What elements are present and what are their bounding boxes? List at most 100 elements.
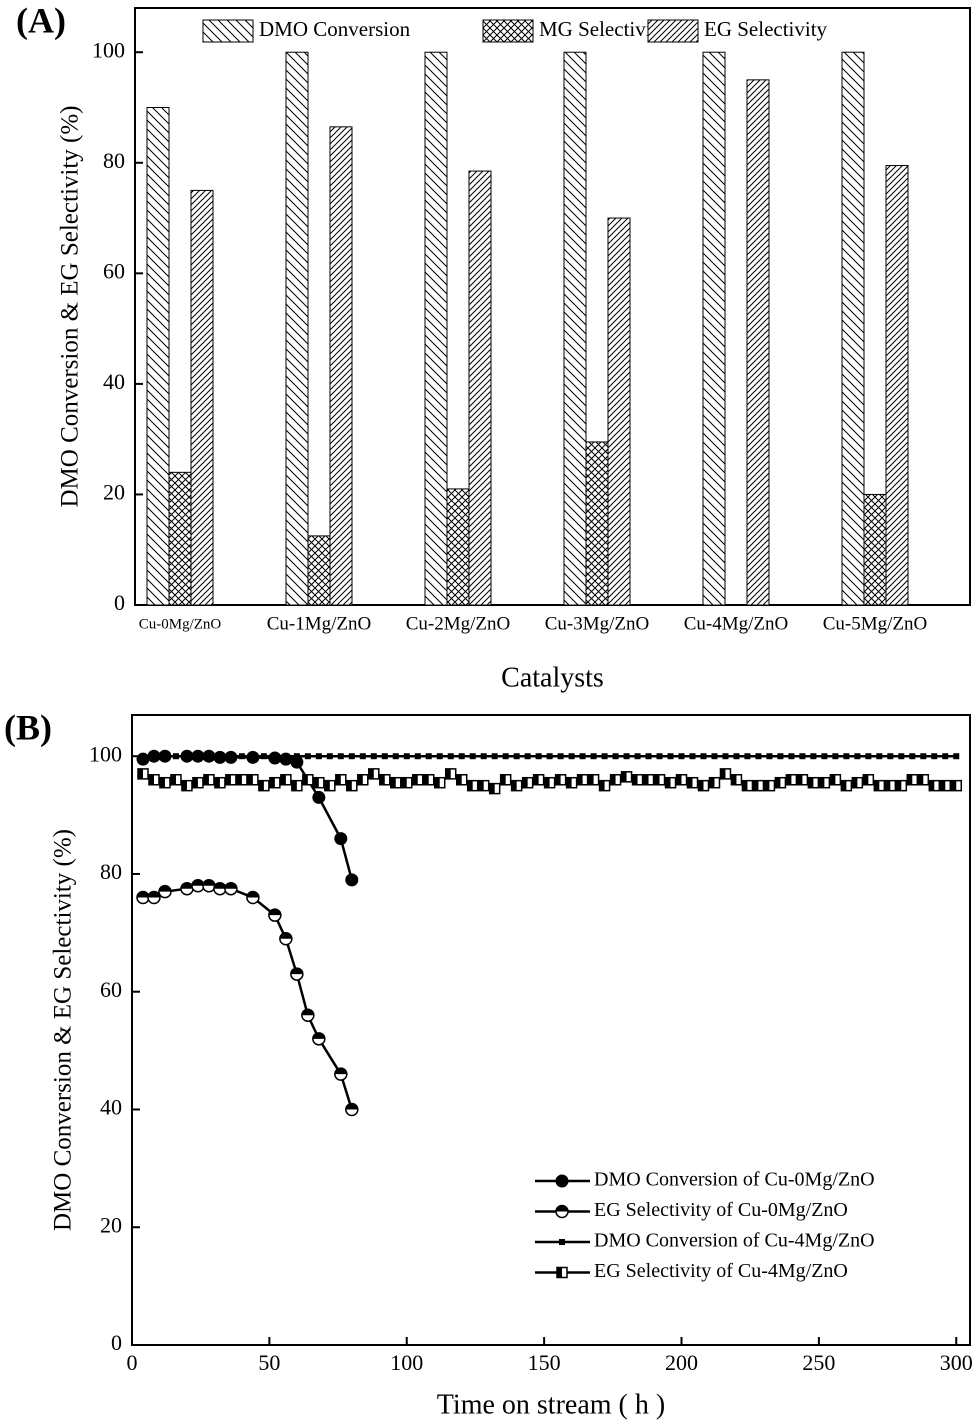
series-line xyxy=(142,884,353,1110)
marker-shape xyxy=(381,753,388,760)
x-tick-label: Cu-4Mg/ZnO xyxy=(684,613,789,634)
x-axis-label: Catalysts xyxy=(501,662,604,693)
marker-shape xyxy=(909,753,916,760)
marker-shape xyxy=(513,753,520,760)
point xyxy=(700,753,707,760)
marker-shape xyxy=(557,753,564,760)
marker-shape xyxy=(345,1103,358,1110)
legend-label: DMO Conversion of Cu-4Mg/ZnO xyxy=(594,1230,875,1252)
marker-shape xyxy=(731,774,737,785)
point xyxy=(337,753,344,760)
marker-shape xyxy=(247,774,253,785)
marker-shape xyxy=(775,777,781,788)
point xyxy=(535,753,542,760)
bar xyxy=(168,471,192,606)
point xyxy=(390,776,402,789)
marker-shape xyxy=(566,777,572,788)
point xyxy=(576,774,589,786)
point xyxy=(183,753,190,760)
point xyxy=(752,779,765,792)
marker-shape xyxy=(279,932,292,939)
marker-shape xyxy=(612,753,619,760)
point xyxy=(359,753,366,760)
point xyxy=(843,753,850,760)
marker-shape xyxy=(832,753,839,760)
point xyxy=(403,753,410,760)
marker-shape xyxy=(557,1267,562,1278)
bar xyxy=(863,493,887,606)
marker-shape xyxy=(312,790,326,804)
marker-shape xyxy=(290,968,303,975)
marker-shape xyxy=(874,780,880,791)
marker-shape xyxy=(456,774,462,785)
point xyxy=(301,1008,315,1023)
marker-shape xyxy=(334,1068,347,1075)
point xyxy=(147,890,161,905)
point xyxy=(741,779,754,792)
marker-shape xyxy=(202,879,215,886)
marker-shape xyxy=(480,753,487,760)
marker-shape xyxy=(392,753,399,760)
marker-shape xyxy=(744,753,751,760)
point xyxy=(623,753,630,760)
marker-shape xyxy=(931,753,938,760)
marker-shape xyxy=(379,774,385,785)
point xyxy=(137,768,149,780)
point xyxy=(480,753,487,760)
marker-shape xyxy=(348,753,355,760)
y-tick-label: 60 xyxy=(103,258,125,283)
marker-shape xyxy=(777,753,784,760)
marker-shape xyxy=(821,753,828,760)
point xyxy=(258,779,270,792)
point xyxy=(370,753,377,760)
point xyxy=(150,753,157,760)
legend-label: DMO Conversion xyxy=(259,17,411,41)
point xyxy=(357,774,369,786)
marker-shape xyxy=(623,753,630,760)
marker-shape xyxy=(269,777,275,788)
marker-shape xyxy=(676,774,682,785)
point xyxy=(555,1204,569,1219)
x-tick-label: Cu-2Mg/ZnO xyxy=(406,613,511,634)
marker-shape xyxy=(359,753,366,760)
x-tick-label: 50 xyxy=(258,1350,280,1375)
marker-shape xyxy=(458,753,465,760)
x-tick-label: 0 xyxy=(127,1350,138,1375)
point xyxy=(458,753,465,760)
point xyxy=(477,779,490,792)
point xyxy=(532,774,545,786)
point xyxy=(917,774,930,786)
marker-shape xyxy=(579,753,586,760)
point xyxy=(291,779,303,792)
marker-shape xyxy=(139,753,146,760)
marker-shape xyxy=(755,753,762,760)
marker-shape xyxy=(227,753,234,760)
marker-shape xyxy=(191,879,204,886)
point xyxy=(840,779,853,792)
point xyxy=(565,776,578,789)
point xyxy=(829,774,842,786)
point xyxy=(851,776,864,789)
bar xyxy=(307,535,331,606)
marker-shape xyxy=(885,780,891,791)
point xyxy=(950,779,963,792)
marker-shape xyxy=(192,777,198,788)
marker-shape xyxy=(753,780,759,791)
point xyxy=(667,753,674,760)
marker-shape xyxy=(863,774,869,785)
marker-shape xyxy=(293,753,300,760)
marker-shape xyxy=(161,753,168,760)
point xyxy=(953,753,960,760)
marker-shape xyxy=(588,774,594,785)
point xyxy=(818,776,831,789)
bar xyxy=(468,170,492,606)
y-tick-label: 80 xyxy=(100,859,122,884)
marker-shape xyxy=(577,774,583,785)
point xyxy=(381,753,388,760)
marker-shape xyxy=(271,753,278,760)
point xyxy=(136,890,150,905)
point xyxy=(334,1067,348,1081)
marker-shape xyxy=(907,774,913,785)
bar xyxy=(607,217,631,606)
